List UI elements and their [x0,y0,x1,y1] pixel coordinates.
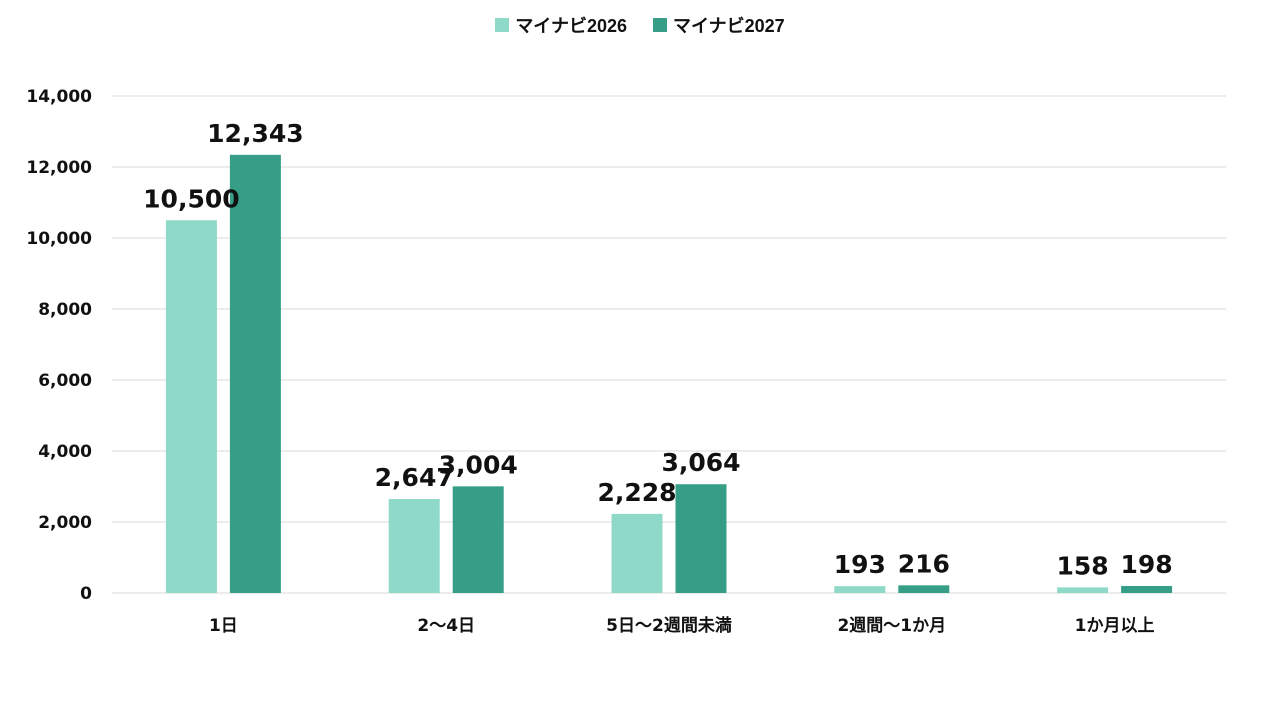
y-tick-label: 6,000 [38,371,92,391]
x-tick-label: 1日 [209,616,238,636]
legend-label-series-1: マイナビ2026 [515,16,627,36]
y-axis-tick-labels: 0 2,000 4,000 6,000 8,000 10,000 12,000 14,000 [26,87,92,604]
data-label-series-1: 2,647 [375,463,454,492]
y-tick-label: 12,000 [26,158,92,178]
bar-series-2 [229,154,281,594]
data-label-series-2: 216 [898,549,950,578]
bar-series-1 [388,499,440,593]
data-label-series-2: 3,004 [439,450,518,479]
bar-series-2 [452,486,504,593]
data-label-series-2: 198 [1121,550,1173,579]
data-label-series-2: 3,064 [661,448,740,477]
bar-series-2 [1121,585,1173,593]
data-label-series-1: 193 [834,550,886,579]
y-tick-label: 10,000 [26,229,92,249]
x-tick-label: 2週間～1か月 [837,616,946,636]
data-label-series-1: 2,228 [597,478,676,507]
bars [165,154,1173,594]
y-tick-label: 8,000 [38,300,92,320]
legend-item-series-1: マイナビ2026 [495,12,627,38]
gridlines [112,95,1226,594]
data-label-series-1: 158 [1057,551,1109,580]
chart-legend: マイナビ2026 マイナビ2027 [0,12,1280,38]
legend-label-series-2: マイナビ2027 [673,16,785,36]
x-tick-label: 1か月以上 [1075,616,1155,636]
bar-series-1 [1057,587,1109,593]
bar-series-2 [898,585,950,593]
data-label-series-2: 12,343 [207,119,303,148]
y-tick-label: 0 [80,584,92,604]
y-tick-label: 14,000 [26,87,92,107]
bar-series-2 [675,484,727,593]
legend-swatch-series-2 [653,18,667,32]
legend-swatch-series-1 [495,18,510,32]
bar-series-1 [834,586,886,593]
bar-series-1 [165,220,217,593]
y-tick-label: 2,000 [38,513,92,533]
y-tick-label: 4,000 [38,442,92,462]
x-tick-label: 5日～2週間未満 [606,615,732,636]
legend-item-series-2: マイナビ2027 [653,12,785,38]
data-label-series-1: 10,500 [143,184,239,213]
x-tick-label: 2～4日 [417,616,475,636]
x-axis-tick-labels: 1日 2～4日 5日～2週間未満 2週間～1か月 1か月以上 [209,615,1155,636]
bar-series-1 [611,513,663,593]
